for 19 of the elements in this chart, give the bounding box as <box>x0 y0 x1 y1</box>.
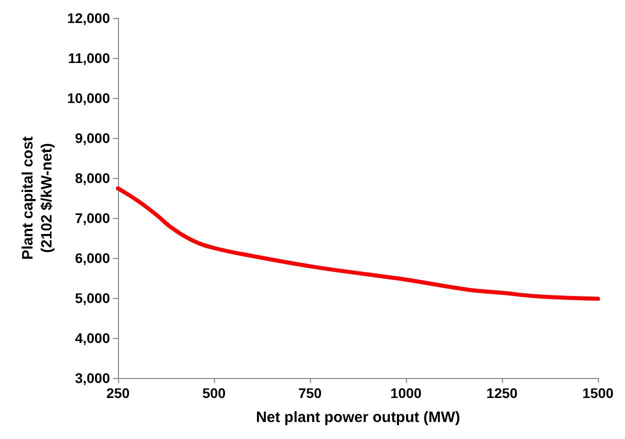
y-tick-label: 12,000 <box>67 10 110 26</box>
y-tick-label: 9,000 <box>74 130 110 146</box>
x-tick-label: 500 <box>202 385 226 401</box>
x-tick-label: 1500 <box>582 385 614 401</box>
y-tick-label: 11,000 <box>68 50 110 66</box>
x-tick-label: 1250 <box>486 385 518 401</box>
y-tick-label: 5,000 <box>74 290 110 306</box>
x-tick-label: 1000 <box>390 385 422 401</box>
y-tick-label: 10,000 <box>67 90 110 106</box>
y-tick-label: 8,000 <box>74 170 110 186</box>
y-tick-label: 4,000 <box>74 330 110 346</box>
y-tick-label: 3,000 <box>74 370 110 386</box>
x-tick-label: 250 <box>106 385 130 401</box>
x-axis-title: Net plant power output (MW) <box>256 409 460 426</box>
y-tick-label: 6,000 <box>74 250 110 266</box>
y-tick-label: 7,000 <box>74 210 110 226</box>
line-series <box>116 186 600 301</box>
y-axis-title: Plant capital cost (2102 $/kW-net) <box>19 136 56 260</box>
x-tick-label: 750 <box>298 385 322 401</box>
